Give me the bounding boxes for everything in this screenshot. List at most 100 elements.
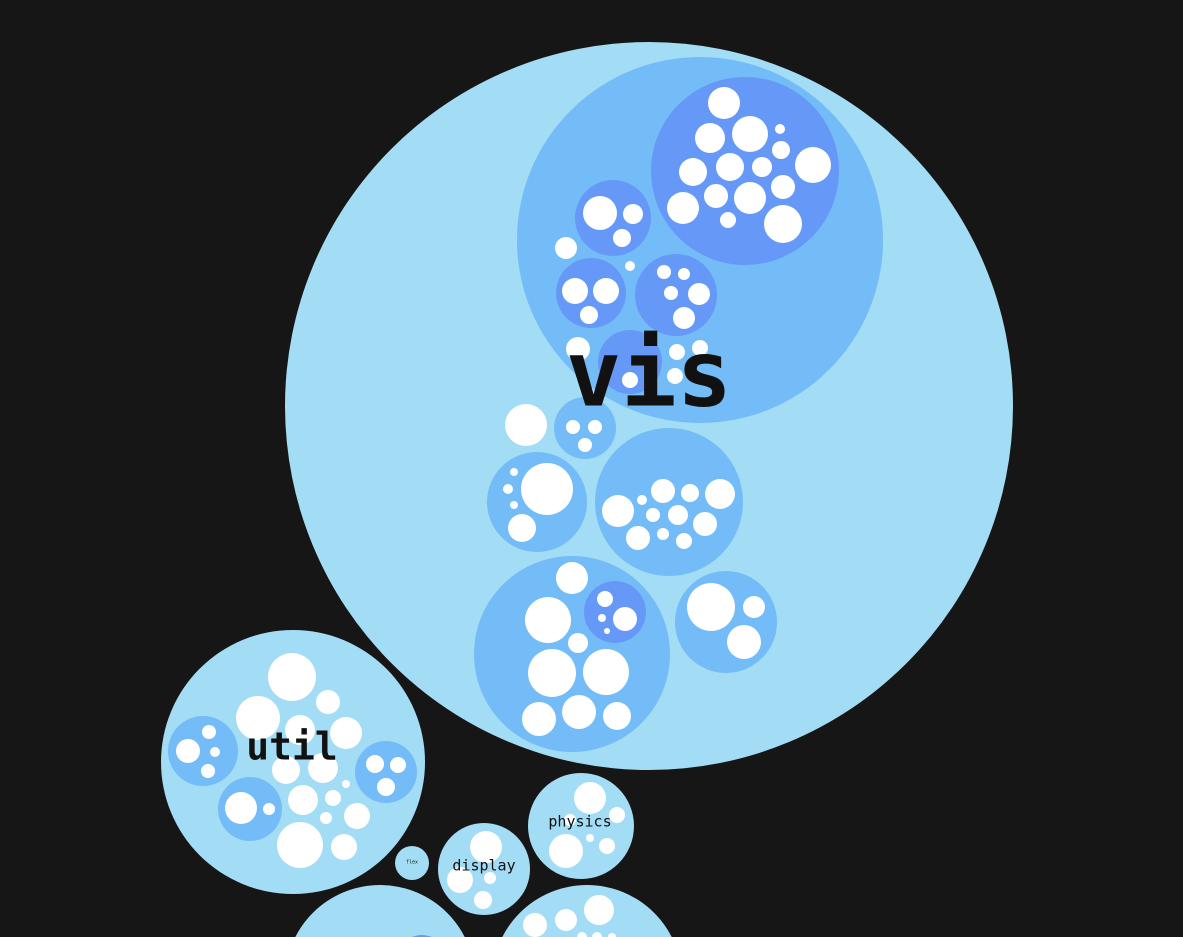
leaf-circle bbox=[592, 932, 602, 937]
leaf-circle bbox=[727, 625, 761, 659]
leaf-circle bbox=[588, 420, 602, 434]
leaf-circle bbox=[613, 229, 631, 247]
leaf-circle bbox=[577, 932, 587, 937]
leaf-circle bbox=[176, 739, 200, 763]
group-circle bbox=[395, 846, 429, 880]
leaf-circle bbox=[578, 438, 592, 452]
leaf-circle bbox=[210, 747, 220, 757]
leaf-circle bbox=[681, 484, 699, 502]
leaf-circle bbox=[604, 628, 610, 634]
leaf-circle bbox=[597, 591, 613, 607]
circles bbox=[161, 42, 1013, 937]
leaf-circle bbox=[528, 649, 576, 697]
leaf-circle bbox=[775, 124, 785, 134]
leaf-circle bbox=[566, 337, 590, 361]
leaf-circle bbox=[795, 147, 831, 183]
leaf-circle bbox=[549, 834, 583, 868]
leaf-circle bbox=[568, 633, 588, 653]
leaf-circle bbox=[637, 495, 647, 505]
leaf-circle bbox=[574, 782, 606, 814]
leaf-circle bbox=[556, 562, 588, 594]
leaf-circle bbox=[678, 268, 690, 280]
group-circle bbox=[584, 581, 646, 643]
leaf-circle bbox=[626, 526, 650, 550]
leaf-circle bbox=[764, 205, 802, 243]
leaf-circle bbox=[510, 468, 518, 476]
leaf-circle bbox=[599, 838, 615, 854]
leaf-circle bbox=[320, 812, 332, 824]
leaf-circle bbox=[510, 501, 518, 509]
leaf-circle bbox=[625, 261, 635, 271]
group-circle bbox=[598, 330, 662, 394]
leaf-circle bbox=[669, 344, 685, 360]
leaf-circle bbox=[720, 212, 736, 228]
leaf-circle bbox=[651, 479, 675, 503]
leaf-circle bbox=[695, 123, 725, 153]
node-label: physics bbox=[548, 813, 611, 831]
leaf-circle bbox=[523, 913, 547, 937]
leaf-circle bbox=[704, 184, 728, 208]
leaf-circle bbox=[342, 780, 350, 788]
leaf-circle bbox=[583, 649, 629, 695]
node-label: display bbox=[452, 857, 515, 875]
group-circle bbox=[554, 397, 616, 459]
leaf-circle bbox=[225, 792, 257, 824]
leaf-circle bbox=[505, 404, 547, 446]
leaf-circle bbox=[564, 814, 576, 826]
node-label: util bbox=[246, 725, 338, 769]
leaf-circle bbox=[525, 597, 571, 643]
leaf-circle bbox=[277, 822, 323, 868]
leaf-circle bbox=[732, 116, 768, 152]
leaf-circle bbox=[202, 725, 216, 739]
leaf-circle bbox=[676, 533, 692, 549]
leaf-circle bbox=[584, 895, 614, 925]
leaf-circle bbox=[693, 512, 717, 536]
group-circle bbox=[168, 716, 238, 786]
leaf-circle bbox=[603, 702, 631, 730]
leaf-circle bbox=[687, 583, 735, 631]
leaf-circle bbox=[623, 204, 643, 224]
leaf-circle bbox=[613, 607, 637, 631]
leaf-circle bbox=[522, 702, 556, 736]
leaf-circle bbox=[316, 690, 340, 714]
leaf-circle bbox=[562, 695, 596, 729]
group-circle bbox=[295, 885, 465, 937]
leaf-circle bbox=[734, 182, 766, 214]
labels: vis util physics display flex bbox=[246, 320, 732, 874]
leaf-circle bbox=[667, 192, 699, 224]
leaf-circle bbox=[390, 757, 406, 773]
leaf-circle bbox=[236, 696, 280, 740]
leaf-circle bbox=[366, 755, 384, 773]
leaf-circle bbox=[272, 756, 300, 784]
leaf-circle bbox=[705, 479, 735, 509]
group-circle bbox=[556, 258, 626, 328]
leaf-circle bbox=[664, 286, 678, 300]
leaf-circle bbox=[447, 867, 473, 893]
leaf-circle bbox=[330, 717, 362, 749]
leaf-circle bbox=[667, 368, 683, 384]
node-label: flex bbox=[406, 860, 418, 866]
leaf-circle bbox=[580, 306, 598, 324]
leaf-circle bbox=[331, 834, 357, 860]
leaf-circle bbox=[772, 141, 790, 159]
leaf-circle bbox=[566, 420, 580, 434]
leaf-circle bbox=[285, 715, 315, 745]
leaf-circle bbox=[679, 158, 707, 186]
leaf-circle bbox=[474, 891, 492, 909]
leaf-circle bbox=[646, 508, 660, 522]
leaf-circle bbox=[325, 790, 341, 806]
leaf-circle bbox=[308, 753, 338, 783]
leaf-circle bbox=[201, 764, 215, 778]
leaf-circle bbox=[555, 909, 577, 931]
leaf-circle bbox=[752, 157, 772, 177]
leaf-circle bbox=[598, 614, 606, 622]
leaf-circle bbox=[688, 283, 710, 305]
leaf-circle bbox=[608, 933, 616, 937]
leaf-circle bbox=[562, 278, 588, 304]
leaf-circle bbox=[593, 278, 619, 304]
leaf-circle bbox=[602, 495, 634, 527]
leaf-circle bbox=[657, 528, 669, 540]
leaf-circle bbox=[268, 653, 316, 701]
leaf-circle bbox=[668, 505, 688, 525]
leaf-circle bbox=[344, 803, 370, 829]
